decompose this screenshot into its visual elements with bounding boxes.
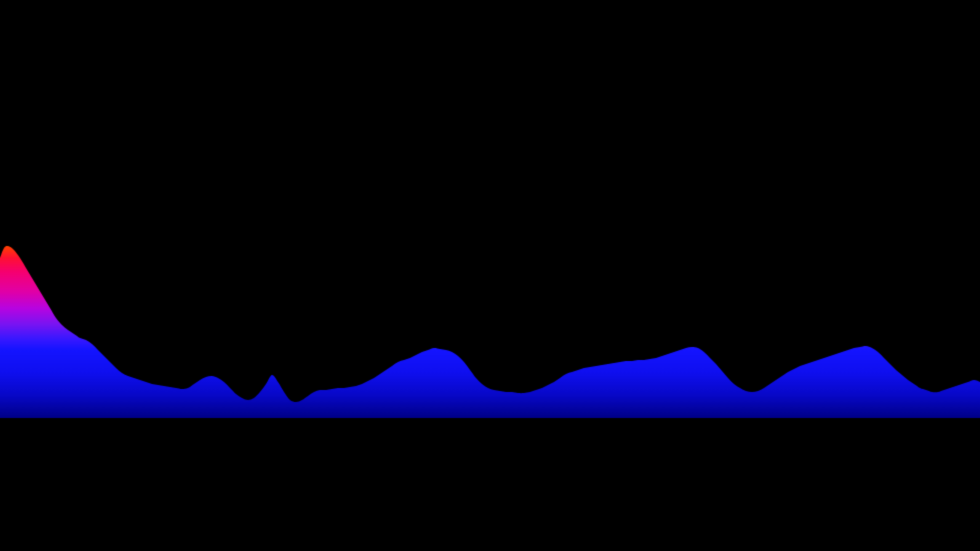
spectrum-analyzer-canvas[interactable] bbox=[0, 0, 980, 551]
visualizer-window: Audio frequency spectrum analyzer showin… bbox=[0, 0, 980, 551]
